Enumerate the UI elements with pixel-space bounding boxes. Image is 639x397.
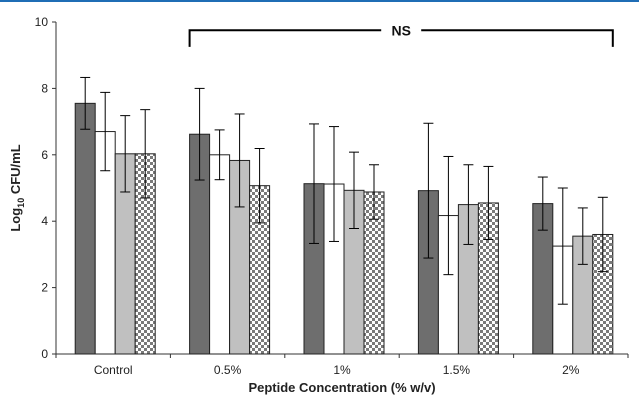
bar bbox=[74, 102, 96, 355]
x-tick-label: 2% bbox=[562, 363, 580, 377]
y-tick-label: 4 bbox=[41, 214, 48, 228]
y-axis-title-subscript: 10 bbox=[16, 198, 26, 208]
x-axis-title: Peptide Concentration (% w/v) bbox=[248, 380, 435, 395]
y-tick-label: 8 bbox=[41, 81, 48, 95]
x-tick-label: 1% bbox=[333, 363, 351, 377]
x-tick-label: 0.5% bbox=[214, 363, 242, 377]
y-axis-title-suffix: CFU/mL bbox=[8, 144, 23, 198]
y-tick-label: 2 bbox=[41, 281, 48, 295]
x-tick-label: Control bbox=[94, 363, 133, 377]
y-tick-label: 10 bbox=[35, 15, 49, 29]
y-tick-label: 6 bbox=[41, 148, 48, 162]
x-tick-label: 1.5% bbox=[443, 363, 471, 377]
plot-area: 0 2 4 6 8 10 Control 0.5% 1% 1.5% 2% NS bbox=[35, 15, 629, 377]
ns-label-background bbox=[381, 21, 422, 40]
y-tick-label: 0 bbox=[41, 347, 48, 361]
ns-label: NS bbox=[391, 22, 410, 38]
y-axis-title-prefix: Log bbox=[8, 208, 23, 232]
bar bbox=[209, 154, 231, 355]
y-axis-title: Log10 CFU/mL bbox=[8, 144, 26, 231]
